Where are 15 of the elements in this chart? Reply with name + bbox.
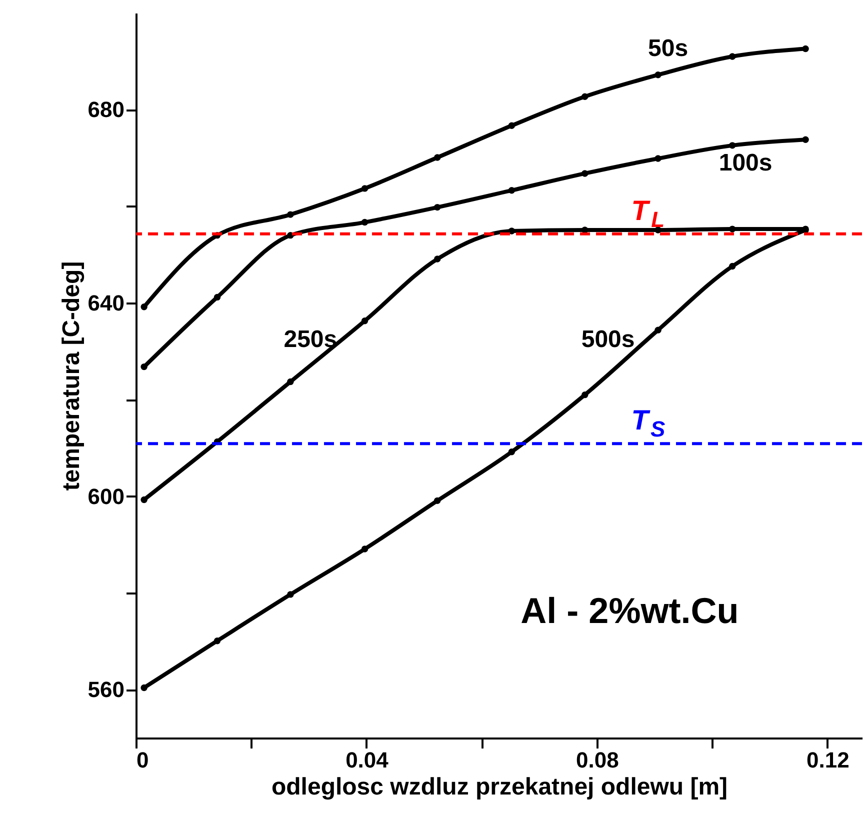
y-tick-label: 560 xyxy=(88,677,124,702)
y-tick-label: 600 xyxy=(88,484,124,509)
x-axis-title: odleglosc wzdluz przekatnej odlewu [m] xyxy=(271,774,728,800)
series-label: 500s xyxy=(581,326,635,354)
x-tick-label: 0.04 xyxy=(346,748,390,772)
y-tick-label: 680 xyxy=(88,97,124,122)
x-tick-label: 0.08 xyxy=(576,748,619,772)
x-tick-label: 0 xyxy=(136,748,149,772)
y-tick-label: 640 xyxy=(88,290,124,316)
annotation: Al - 2%wt.Cu xyxy=(520,590,739,631)
series-label: 50s xyxy=(648,34,688,62)
series-label: 100s xyxy=(718,150,772,177)
y-axis-title: temperatura [C-deg] xyxy=(58,261,85,491)
series-label: 250s xyxy=(284,326,338,353)
x-tick-label: 0.12 xyxy=(806,748,850,772)
